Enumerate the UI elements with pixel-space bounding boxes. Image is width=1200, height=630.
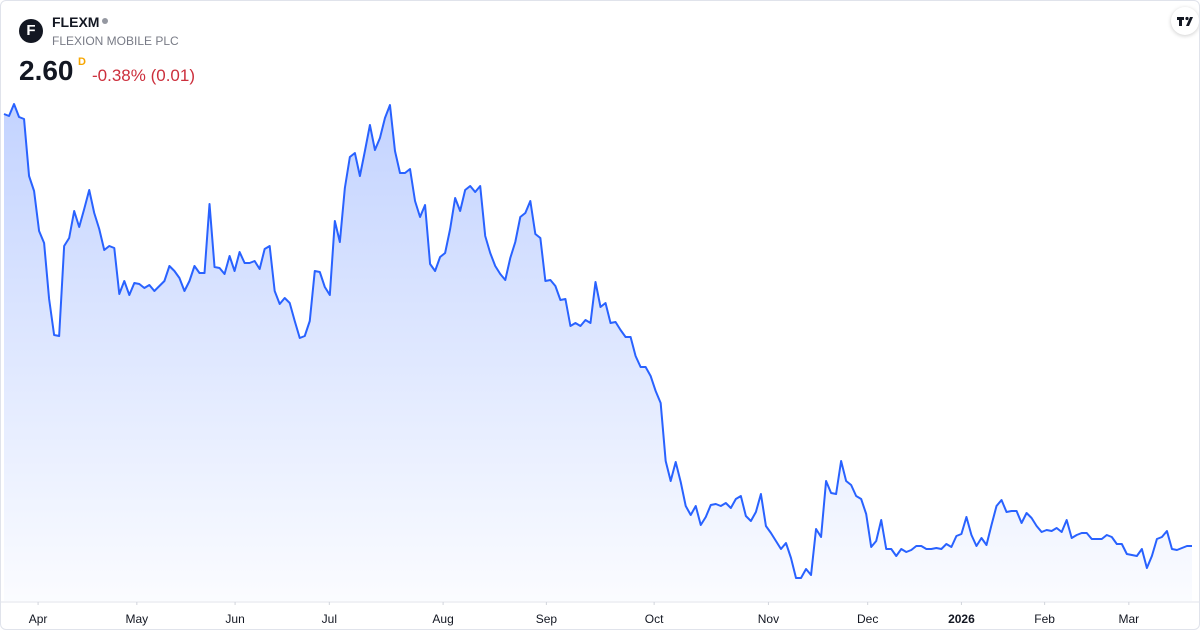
price-line bbox=[3, 103, 1192, 579]
price: 2.60 bbox=[19, 55, 74, 86]
x-tick-label: Apr bbox=[29, 612, 48, 626]
x-tick-label: Feb bbox=[1034, 612, 1055, 626]
status-dot bbox=[102, 18, 108, 24]
x-tick-label: Aug bbox=[432, 612, 453, 626]
tradingview-logo[interactable] bbox=[1171, 7, 1199, 35]
x-tick-label: Nov bbox=[758, 612, 779, 626]
company: FLEXION MOBILE PLC bbox=[52, 34, 179, 48]
logo: F bbox=[19, 19, 43, 43]
x-tick-label: Oct bbox=[645, 612, 664, 626]
x-tick-label: Dec bbox=[857, 612, 878, 626]
x-tick-label: May bbox=[125, 612, 148, 626]
interval: D bbox=[78, 56, 86, 68]
x-tick-label: Jun bbox=[225, 612, 244, 626]
x-tick-label: Sep bbox=[536, 612, 558, 626]
x-tick-label: Jul bbox=[322, 612, 337, 626]
tradingview-icon bbox=[1177, 16, 1193, 26]
symbol[interactable]: FLEXM bbox=[52, 14, 100, 30]
change: -0.38% (0.01) bbox=[92, 66, 195, 85]
x-tick-label: 2026 bbox=[948, 612, 975, 626]
x-tick-label: Mar bbox=[1119, 612, 1140, 626]
area-fill bbox=[4, 104, 1192, 601]
